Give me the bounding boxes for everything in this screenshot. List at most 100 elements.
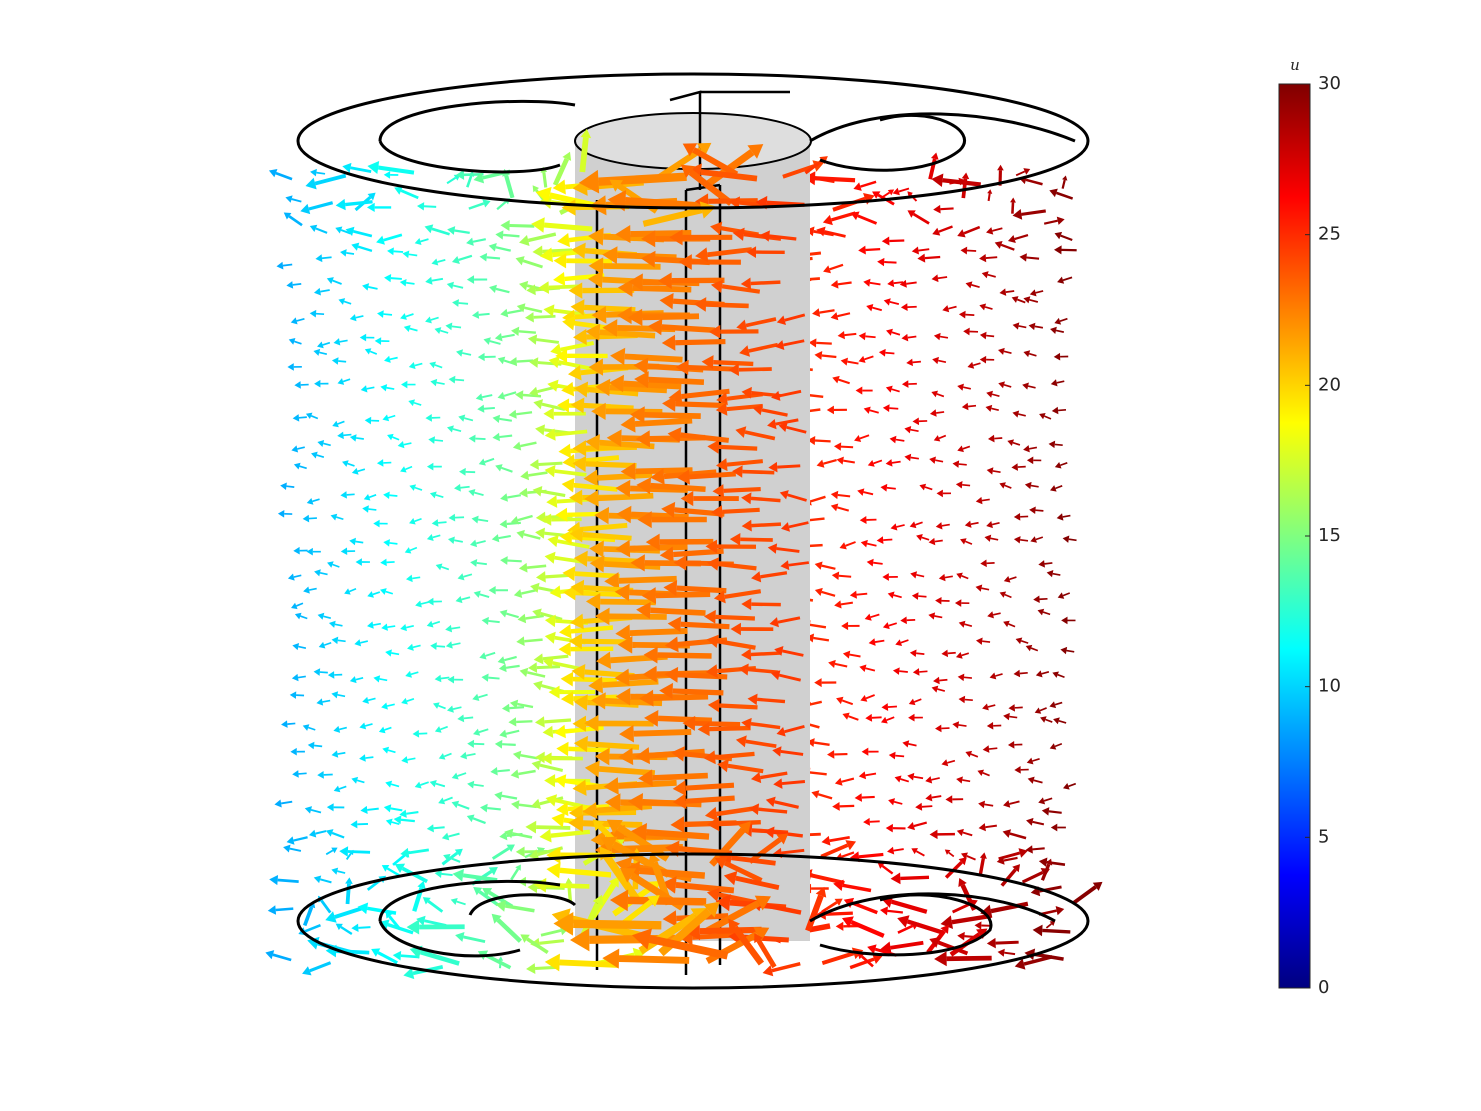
arrow <box>935 596 950 605</box>
arrow <box>890 872 930 885</box>
arrow <box>849 954 883 970</box>
arrow <box>867 459 883 467</box>
arrow <box>963 327 979 336</box>
arrow <box>400 313 414 320</box>
arrow <box>826 405 847 415</box>
arrow <box>317 612 332 620</box>
arrow <box>308 829 327 838</box>
arrow <box>337 431 352 440</box>
arrow <box>400 847 430 858</box>
arrow <box>836 696 854 706</box>
colorbar-tick-label: 30 <box>1318 73 1341 94</box>
arrow <box>452 868 498 882</box>
arrow <box>293 546 308 555</box>
arrow <box>620 415 693 433</box>
arrow <box>957 225 981 238</box>
arrow <box>326 803 345 812</box>
arrow <box>714 856 763 883</box>
arrow <box>1073 881 1103 905</box>
arrow <box>935 724 950 733</box>
arrow <box>1023 350 1037 358</box>
arrow <box>965 281 980 289</box>
arrow <box>285 195 302 203</box>
arrow <box>405 574 421 583</box>
arrow <box>934 951 992 967</box>
arrow <box>1028 322 1044 331</box>
arrow <box>426 462 442 471</box>
arrow <box>615 624 688 642</box>
arrow <box>1043 216 1065 225</box>
arrow <box>729 533 773 546</box>
arrow <box>1013 536 1029 544</box>
arrow <box>779 490 807 502</box>
arrow <box>383 539 398 547</box>
arrow <box>467 739 485 748</box>
arrow <box>644 709 713 727</box>
arrow <box>1003 800 1020 808</box>
arrow <box>380 588 394 595</box>
arrow <box>426 620 441 628</box>
arrow <box>895 639 909 647</box>
arrow <box>828 659 848 668</box>
arrow <box>377 310 393 318</box>
arrow <box>667 616 730 633</box>
arrow <box>457 714 474 723</box>
arrow <box>1008 704 1023 712</box>
arrow <box>833 879 872 893</box>
arrow <box>490 767 510 776</box>
arrow <box>821 835 850 846</box>
arrow <box>933 676 948 685</box>
arrow <box>980 901 1029 918</box>
arrow <box>333 338 348 346</box>
arrow <box>328 620 343 628</box>
arrow <box>975 496 990 505</box>
arrow <box>705 895 771 934</box>
arrow <box>393 815 415 825</box>
arrow <box>735 426 776 441</box>
arrow <box>886 328 901 336</box>
arrow <box>647 318 716 336</box>
arrow <box>931 173 981 188</box>
arrow <box>1050 326 1065 334</box>
arrow <box>728 918 765 966</box>
arrow <box>1061 616 1076 625</box>
arrow <box>316 698 331 706</box>
arrow <box>978 823 997 832</box>
arrow <box>716 392 763 406</box>
arrow <box>738 663 779 676</box>
arrow <box>416 202 437 211</box>
arrow <box>467 780 484 789</box>
arrow <box>881 236 905 246</box>
arrow <box>865 713 882 722</box>
arrow <box>305 173 347 190</box>
arrow <box>376 459 392 467</box>
arrow <box>771 670 801 682</box>
arrow <box>360 385 375 393</box>
arrow <box>473 728 489 736</box>
arrow <box>447 675 464 684</box>
arrow <box>639 689 709 707</box>
arrow <box>1060 646 1075 655</box>
arrow <box>975 584 990 592</box>
arrow <box>293 462 307 470</box>
arrow <box>1048 440 1063 449</box>
arrow <box>1012 322 1027 330</box>
arrow <box>385 780 400 788</box>
arrow <box>834 777 855 786</box>
arrow <box>331 867 346 875</box>
arrow <box>664 666 728 683</box>
arrow <box>894 775 910 783</box>
arrow <box>291 445 305 453</box>
arrow <box>1023 296 1039 304</box>
arrow <box>768 461 801 473</box>
arrow <box>573 381 639 398</box>
arrow <box>638 769 708 787</box>
arrow <box>1003 712 1018 721</box>
arrow <box>512 441 537 451</box>
arrow <box>958 620 973 628</box>
arrow <box>307 741 323 750</box>
arrow <box>479 651 496 660</box>
arrow <box>288 338 302 345</box>
arrow <box>933 204 954 214</box>
arrow <box>381 702 395 710</box>
